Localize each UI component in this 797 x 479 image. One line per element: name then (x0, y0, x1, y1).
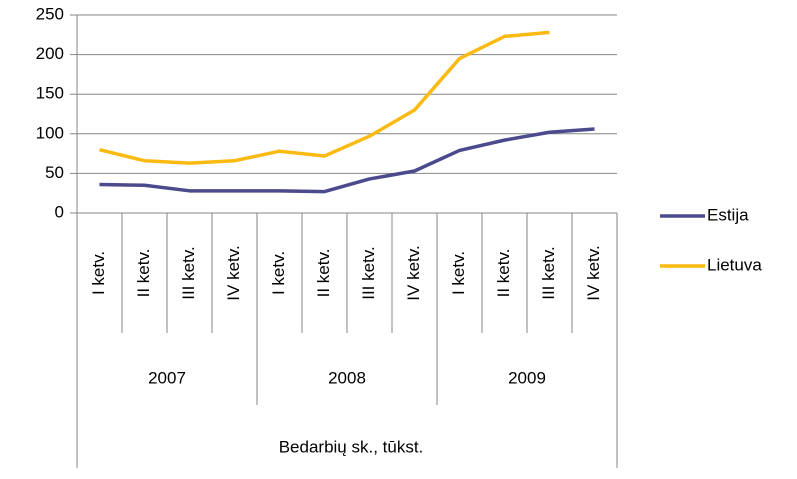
x-axis-label: Bedarbių sk., tūkst. (279, 437, 424, 456)
x-tick-label: IV ketv. (584, 245, 603, 300)
x-tick-label: III ketv. (179, 246, 198, 300)
x-tick-label: II ketv. (134, 249, 153, 298)
y-tick-label: 50 (45, 163, 64, 182)
y-tick-label: 150 (36, 84, 64, 103)
x-tick-label: II ketv. (494, 249, 513, 298)
y-tick-label: 0 (55, 202, 64, 221)
x-tick-label: IV ketv. (224, 245, 243, 300)
x-tick-label: IV ketv. (404, 245, 423, 300)
series-line (99, 30, 550, 165)
x-tick-label: I ketv. (449, 251, 468, 295)
x-tick-label: I ketv. (269, 251, 288, 295)
y-tick-label: 100 (36, 123, 64, 142)
x-tick-label: III ketv. (539, 246, 558, 300)
x-tick-label: I ketv. (89, 251, 108, 295)
legend-label: Lietuva (707, 255, 762, 274)
x-tick-label: III ketv. (359, 246, 378, 300)
group-label: 2008 (328, 368, 366, 387)
group-label: 2009 (508, 368, 546, 387)
group-label: 2007 (148, 368, 186, 387)
y-tick-label: 250 (36, 4, 64, 23)
legend-label: Estija (707, 205, 749, 224)
x-tick-label: II ketv. (314, 249, 333, 298)
y-tick-label: 200 (36, 44, 64, 63)
series-line (99, 127, 595, 194)
